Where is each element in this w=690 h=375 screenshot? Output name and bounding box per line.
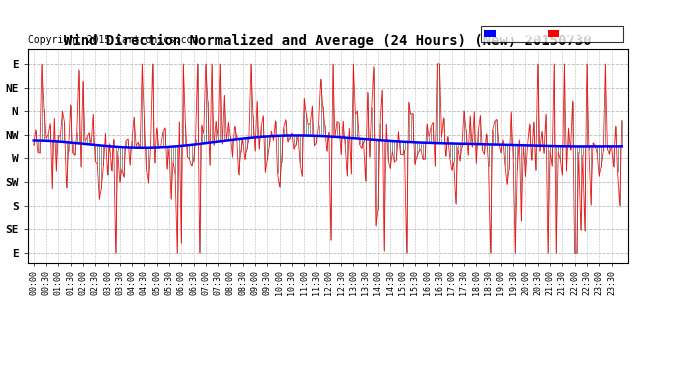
Legend: Average, Direction: Average, Direction xyxy=(482,26,623,42)
Title: Wind Direction Normalized and Average (24 Hours) (New) 20150730: Wind Direction Normalized and Average (2… xyxy=(64,33,591,48)
Text: Copyright 2015 Cartronics.com: Copyright 2015 Cartronics.com xyxy=(28,35,198,45)
